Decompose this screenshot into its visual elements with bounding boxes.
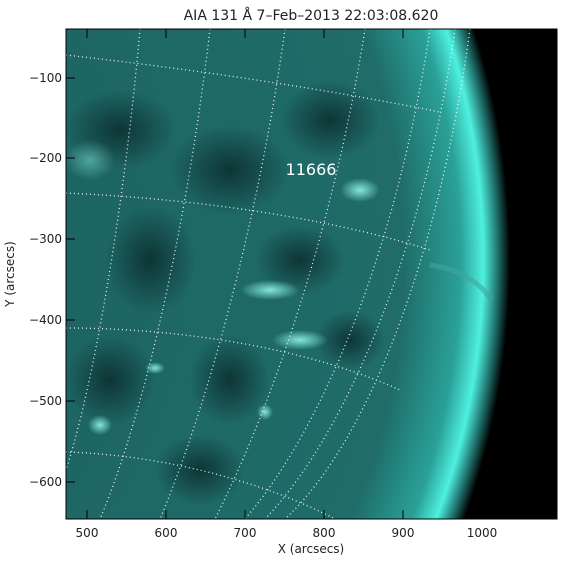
latitude-line	[66, 192, 431, 251]
x-tick-label: 900	[392, 526, 415, 540]
longitude-line	[244, 29, 431, 519]
longitude-line	[264, 29, 456, 519]
figure-title: AIA 131 Å 7–Feb–2013 22:03:08.620	[184, 7, 439, 24]
x-tick-label: 600	[155, 526, 178, 540]
x-axis	[86, 29, 483, 519]
x-tick-label: 500	[76, 526, 99, 540]
active-region-label: 11666	[286, 160, 337, 179]
heliographic-grid	[66, 29, 471, 519]
y-axis-label: Y (arcsecs)	[3, 241, 17, 308]
longitude-line	[214, 29, 366, 519]
y-tick-label: −400	[29, 313, 62, 327]
plot-frame	[65, 28, 558, 520]
latitude-line	[66, 54, 441, 113]
y-tick-label: −200	[29, 151, 62, 165]
x-tick-label: 800	[313, 526, 336, 540]
y-tick-label: −100	[29, 71, 62, 85]
y-tick-label: −300	[29, 232, 62, 246]
y-tick-label: −500	[29, 394, 62, 408]
longitude-line	[66, 29, 141, 471]
longitude-line	[99, 29, 211, 519]
latitude-line	[66, 451, 336, 519]
y-axis	[66, 77, 557, 483]
x-tick-label: 1000	[467, 526, 498, 540]
solar-image: 11666	[66, 29, 557, 519]
x-axis-label: X (arcsecs)	[278, 542, 345, 556]
y-tick-label: −600	[29, 475, 62, 489]
disk-texture	[66, 80, 385, 505]
x-tick-label: 700	[234, 526, 257, 540]
